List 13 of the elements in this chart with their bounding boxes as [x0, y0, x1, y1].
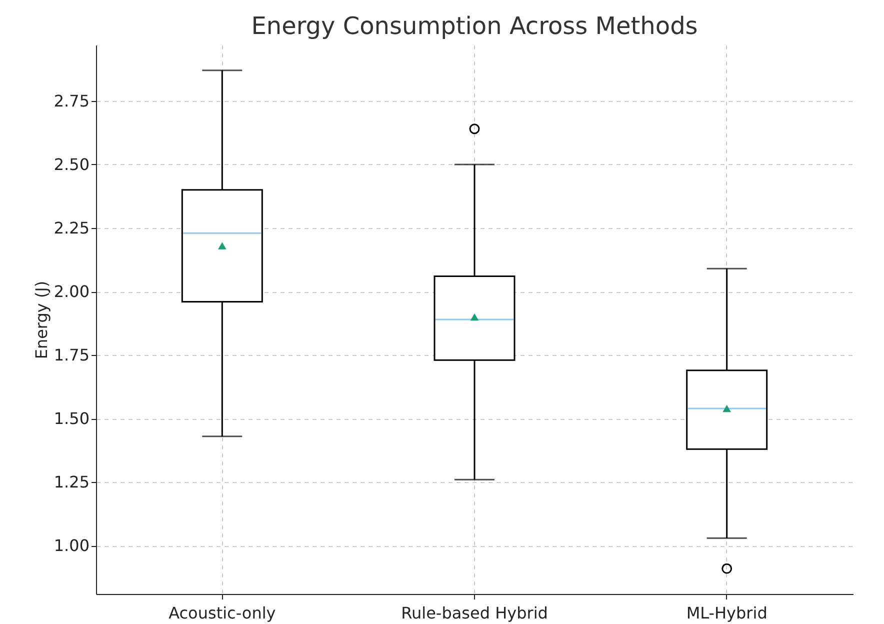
y-tick-label: 2.75: [54, 91, 90, 110]
y-tick-label: 2.00: [54, 282, 90, 302]
y-tick-label: 1.00: [54, 536, 90, 556]
y-tick-label: 1.25: [54, 472, 90, 492]
x-tick-label: ML-Hybrid: [686, 604, 768, 622]
y-tick-label: 2.25: [54, 218, 90, 238]
x-tick-label: Acoustic-only: [168, 604, 276, 622]
y-tick-label: 1.50: [54, 409, 90, 428]
y-axis-title: Energy (J): [32, 280, 51, 360]
y-tick-label: 1.75: [54, 346, 90, 365]
chart-title: Energy Consumption Across Methods: [251, 12, 698, 40]
y-tick-label: 2.50: [54, 154, 90, 174]
x-tick-label: Rule-based Hybrid: [401, 604, 548, 622]
